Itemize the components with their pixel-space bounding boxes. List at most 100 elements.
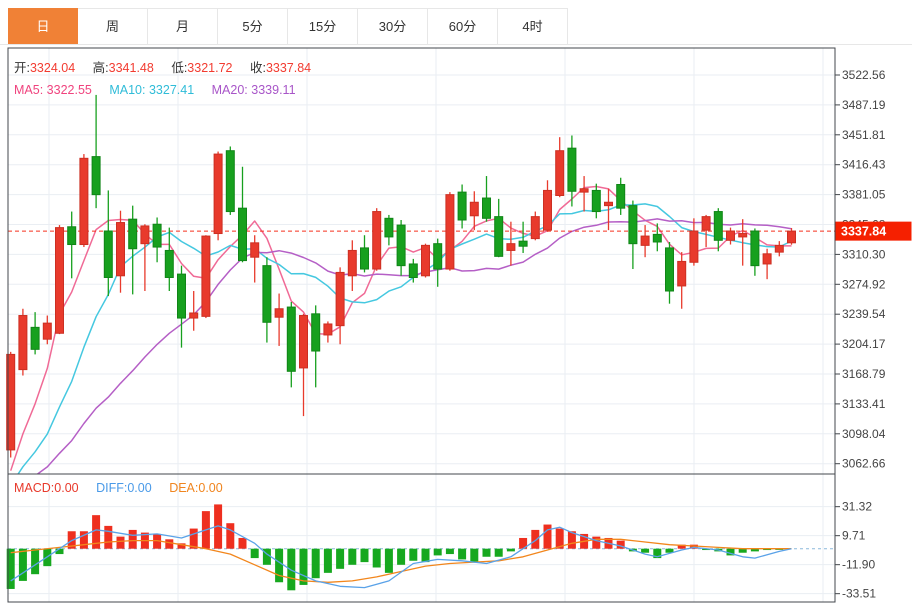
price-axis-label: 3098.04 xyxy=(842,427,886,441)
ma10-line xyxy=(17,203,792,474)
candle-body xyxy=(628,205,638,245)
tab-month[interactable]: 月 xyxy=(148,8,218,44)
macd-bar xyxy=(18,548,27,581)
macd-bar xyxy=(433,548,442,556)
candle-body xyxy=(567,147,577,192)
price-axis-label: 3239.54 xyxy=(842,307,886,321)
tab-label: 5分 xyxy=(242,19,263,34)
macd-readout: MACD:0.00 DIFF:0.00 DEA:0.00 xyxy=(14,481,237,495)
tab-5min[interactable]: 5分 xyxy=(218,8,288,44)
candle-body xyxy=(30,326,40,350)
candle-body xyxy=(677,260,687,287)
candle-body xyxy=(225,150,235,213)
candle-body xyxy=(433,243,443,270)
candle-body xyxy=(164,249,174,278)
candle-body xyxy=(506,243,516,251)
tab-day[interactable]: 日 xyxy=(8,8,78,44)
last-price-flag xyxy=(835,221,912,241)
candle-body xyxy=(518,240,528,247)
macd-bar xyxy=(311,548,320,579)
period-tabbar: 日 周 月 5分 15分 30分 60分 4时 xyxy=(8,8,568,44)
macd-bar xyxy=(592,536,601,549)
candle-body xyxy=(372,211,382,270)
candle-body xyxy=(384,217,394,238)
macd-bar xyxy=(189,528,198,549)
ohlc-readout: 开:3324.04 高:3341.48 低:3321.72 收:3337.84 xyxy=(14,57,325,76)
candle-body xyxy=(189,312,199,319)
tab-30min[interactable]: 30分 xyxy=(358,8,428,44)
macd-bar xyxy=(238,537,247,549)
dea-value: DEA:0.00 xyxy=(169,481,223,495)
macd-bar xyxy=(750,548,759,552)
candle-body xyxy=(140,225,150,245)
candle-body xyxy=(421,244,430,277)
candle-body xyxy=(152,223,162,248)
macd-bar xyxy=(250,548,259,559)
candle-body xyxy=(335,271,345,327)
candle-body xyxy=(469,201,479,217)
macd-bar xyxy=(226,523,235,549)
candle-body xyxy=(762,253,772,265)
macd-bar xyxy=(409,548,418,561)
tab-week[interactable]: 周 xyxy=(78,8,148,44)
ma20-value: MA20: 3339.11 xyxy=(211,83,296,97)
macd-bar xyxy=(519,537,528,549)
macd-bar xyxy=(372,548,381,568)
macd-bar xyxy=(6,548,15,589)
macd-bar xyxy=(458,548,467,560)
macd-bar xyxy=(177,543,186,549)
candle-body xyxy=(274,308,284,318)
candle-body xyxy=(616,184,626,209)
candle-body xyxy=(445,194,455,270)
macd-bar xyxy=(567,531,576,549)
tab-label: 15分 xyxy=(308,19,337,34)
macd-bar xyxy=(677,544,686,549)
macd-bar xyxy=(445,548,454,555)
ma-readout: MA5: 3322.55 MA10: 3327.41 MA20: 3339.11 xyxy=(14,83,310,97)
price-axis-label: 3416.43 xyxy=(842,158,886,172)
macd-bar xyxy=(421,548,430,563)
price-axis-label: 3381.05 xyxy=(842,188,886,202)
macd-axis-label: -33.51 xyxy=(842,587,876,601)
plot-frame xyxy=(7,47,836,603)
candle-body xyxy=(494,216,504,257)
candle-body xyxy=(640,235,650,246)
macd-bar xyxy=(763,548,772,551)
macd-bar xyxy=(482,548,491,557)
candle-body xyxy=(67,226,77,246)
tab-label: 日 xyxy=(36,19,50,34)
candle-body xyxy=(408,263,418,278)
candle-body xyxy=(79,157,89,246)
candle-body xyxy=(103,230,113,278)
candle-body xyxy=(201,235,211,317)
candle-body xyxy=(689,230,699,263)
macd-bar xyxy=(128,529,137,549)
candle-body xyxy=(299,315,308,369)
macd-bar xyxy=(116,536,125,549)
main-chart-area[interactable] xyxy=(8,48,835,474)
price-axis-label: 3168.79 xyxy=(842,367,886,381)
macd-bar xyxy=(665,548,674,553)
candle-body xyxy=(177,273,186,319)
candle-body xyxy=(91,156,101,196)
macd-bar xyxy=(641,548,650,553)
candle-body xyxy=(604,201,613,207)
candle-body xyxy=(701,216,711,231)
tab-60min[interactable]: 60分 xyxy=(428,8,498,44)
candle-body xyxy=(55,227,64,334)
tab-15min[interactable]: 15分 xyxy=(288,8,358,44)
candle-body xyxy=(738,233,748,238)
candle-body xyxy=(713,211,723,241)
macd-bar xyxy=(55,548,64,555)
open-value: 开:3324.04 xyxy=(14,61,76,75)
macd-bar xyxy=(79,531,88,549)
candle-body xyxy=(128,218,138,250)
candle-body xyxy=(774,244,784,253)
price-axis-label: 3062.66 xyxy=(842,457,886,471)
tab-4hour[interactable]: 4时 xyxy=(498,8,568,44)
candle-body xyxy=(652,233,662,243)
macd-bar xyxy=(531,529,540,549)
tab-label: 周 xyxy=(105,19,119,34)
